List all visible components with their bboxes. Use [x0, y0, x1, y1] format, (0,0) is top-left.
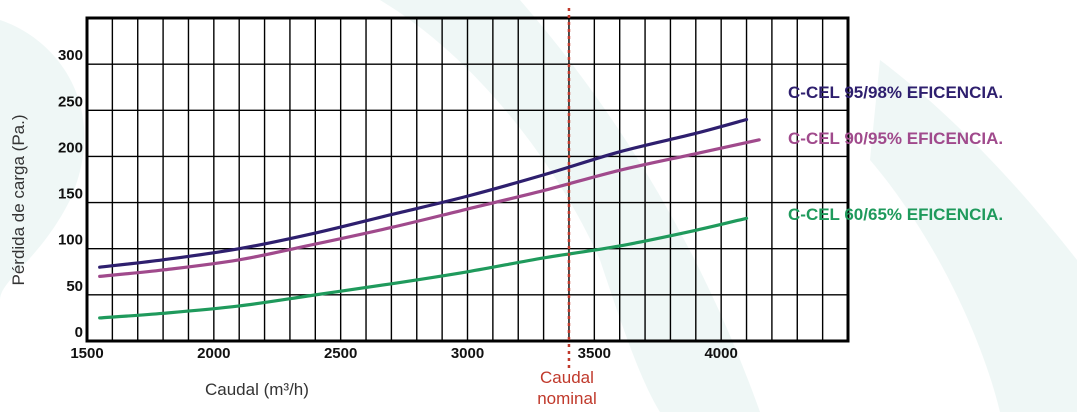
y-tick-label: 300 — [58, 47, 83, 64]
series-line-3 — [98, 216, 749, 320]
y-tick-label: 100 — [58, 232, 83, 249]
plot-frame — [85, 16, 850, 343]
series-label-1: C-CEL 95/98% EFICENCIA. — [788, 83, 1003, 102]
series-label-2: C-CEL 90/95% EFICENCIA. — [788, 129, 1003, 148]
series-label-3: C-CEL 60/65% EFICENCIA. — [788, 205, 1003, 224]
y-tick-label: 200 — [58, 139, 83, 156]
series-line-2 — [98, 138, 761, 278]
y-tick-label: 150 — [58, 186, 83, 203]
x-tick-label: 4000 — [704, 345, 737, 362]
x-tick-label: 2000 — [197, 345, 230, 362]
series-labels: C-CEL 95/98% EFICENCIA. C-CEL 90/95% EFIC… — [788, 83, 1003, 224]
x-tick-label: 1500 — [70, 345, 103, 362]
bg-shape — [870, 60, 1077, 412]
x-tick-labels: 1500 2000 2500 3000 3500 4000 — [70, 345, 738, 362]
x-tick-label: 3500 — [578, 345, 611, 362]
bg-shape — [380, 0, 760, 412]
series-line-1 — [98, 117, 749, 269]
series-lines — [98, 117, 761, 320]
y-tick-label: 250 — [58, 93, 83, 110]
x-axis-label: Caudal (m³/h) — [205, 380, 309, 399]
bg-shape — [0, 20, 85, 300]
y-tick-label: 0 — [75, 324, 83, 341]
nominal-flow-label-line1: Caudal — [540, 368, 594, 387]
y-axis-label: Pérdida de carga (Pa.) — [9, 114, 28, 285]
x-tick-label: 3000 — [451, 345, 484, 362]
nominal-flow-label-line2: nominal — [537, 389, 597, 408]
y-tick-labels: 0 50 100 150 200 250 300 — [58, 47, 83, 341]
y-tick-label: 50 — [66, 278, 83, 295]
x-tick-label: 2500 — [324, 345, 357, 362]
chart-grid — [86, 17, 849, 342]
